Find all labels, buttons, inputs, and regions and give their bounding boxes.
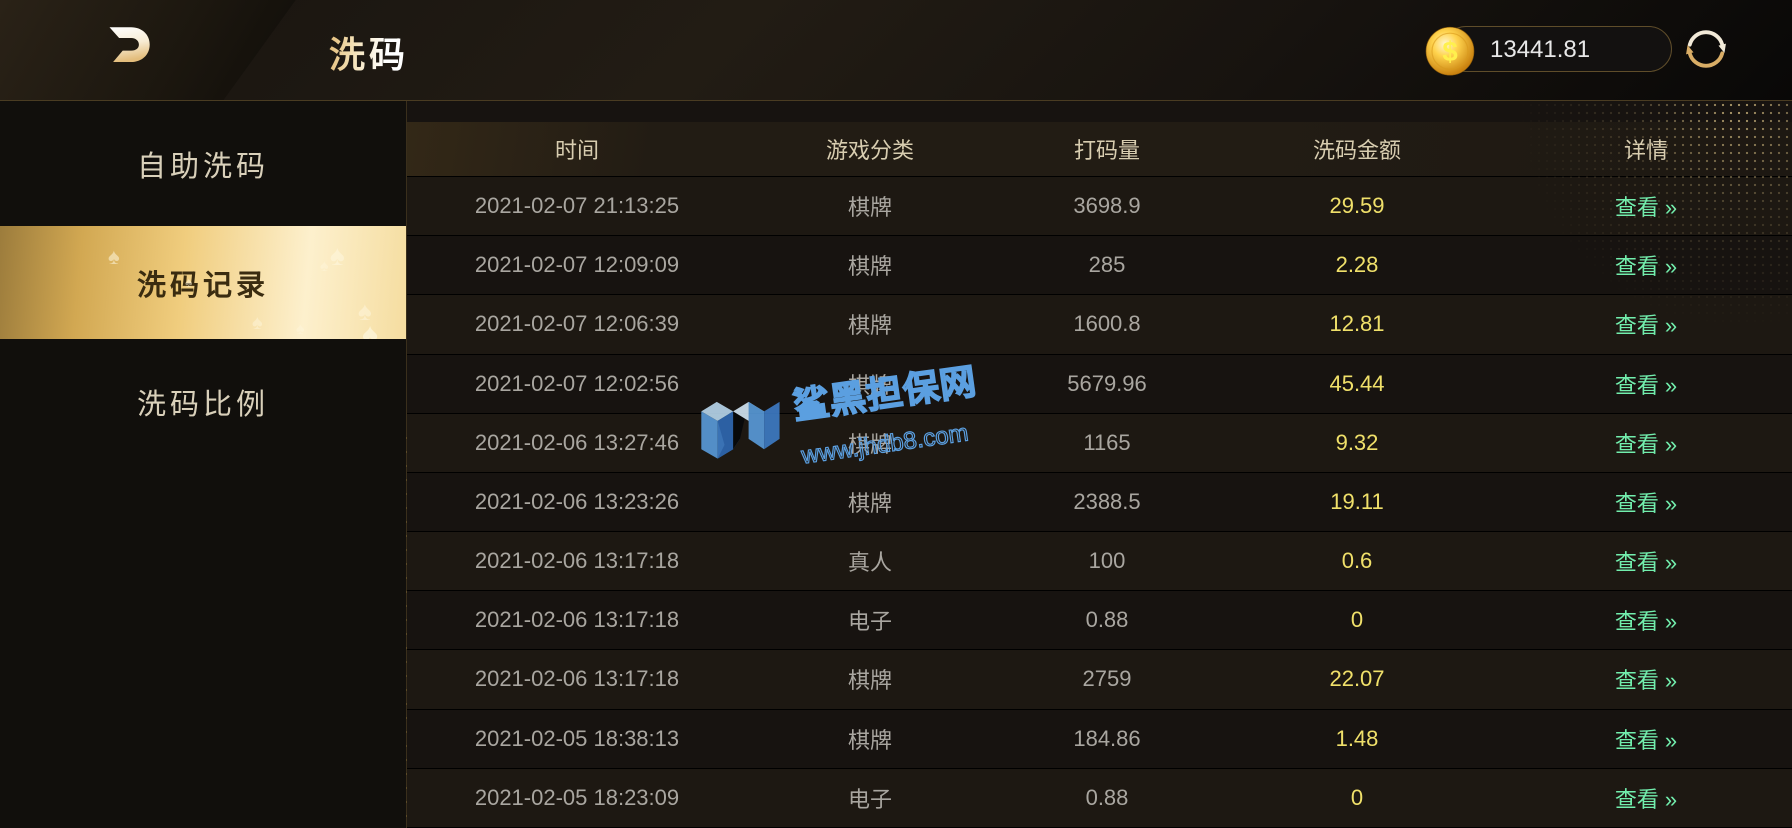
svg-text:$: $ (1442, 36, 1457, 67)
